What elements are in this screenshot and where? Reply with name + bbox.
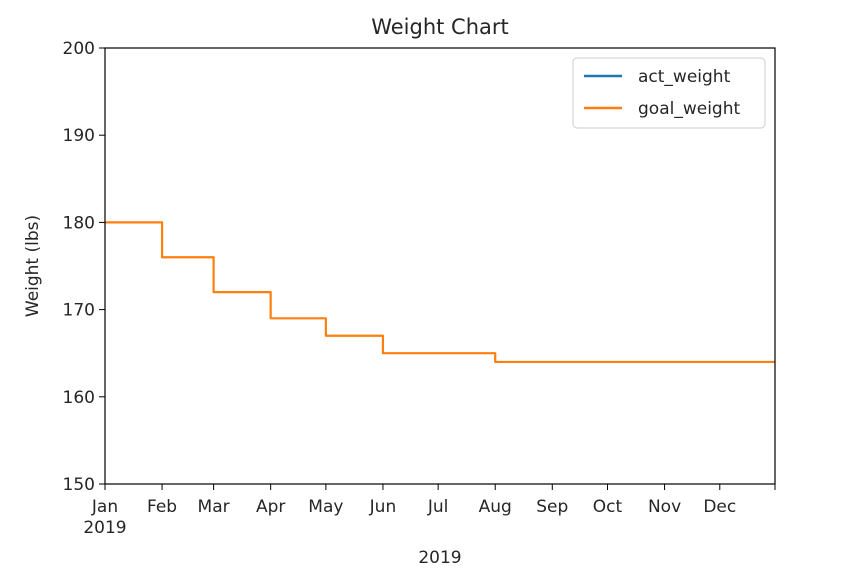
x-tick-label: Sep	[536, 497, 568, 517]
legend: act_weight goal_weight	[572, 57, 766, 129]
y-axis-ticks: 150 160 170 180 190 200	[63, 39, 105, 495]
y-tick-label: 160	[63, 388, 95, 408]
x-tick-label: May	[308, 497, 343, 517]
x-tick-sublabel: 2019	[83, 518, 126, 538]
series-line-goal_weight	[105, 221, 775, 364]
x-tick-label: Dec	[703, 497, 736, 517]
y-axis-label: Weight (lbs)	[23, 215, 43, 317]
x-tick-label: Jul	[427, 497, 449, 517]
x-tick-label: Jun	[369, 497, 397, 517]
x-axis-label: 2019	[418, 548, 461, 568]
x-tick-label: Feb	[147, 497, 177, 517]
chart-title: Weight Chart	[371, 15, 509, 39]
x-tick-label: Mar	[198, 497, 230, 517]
y-tick-label: 190	[63, 126, 95, 146]
x-tick-label: Nov	[648, 497, 681, 517]
y-tick-label: 170	[63, 301, 95, 321]
x-tick-label: Apr	[256, 497, 285, 517]
legend-label-act_weight: act_weight	[638, 67, 731, 87]
y-tick-label: 180	[63, 213, 95, 233]
y-tick-label: 200	[63, 39, 95, 59]
x-tick-label: Oct	[593, 497, 623, 517]
legend-label-goal_weight: goal_weight	[638, 99, 740, 119]
plot-frame	[104, 47, 776, 485]
x-tick-label: Jan	[91, 497, 118, 517]
x-tick-label: Aug	[479, 497, 512, 517]
series-layer	[105, 221, 775, 364]
y-tick-label: 150	[63, 475, 95, 495]
